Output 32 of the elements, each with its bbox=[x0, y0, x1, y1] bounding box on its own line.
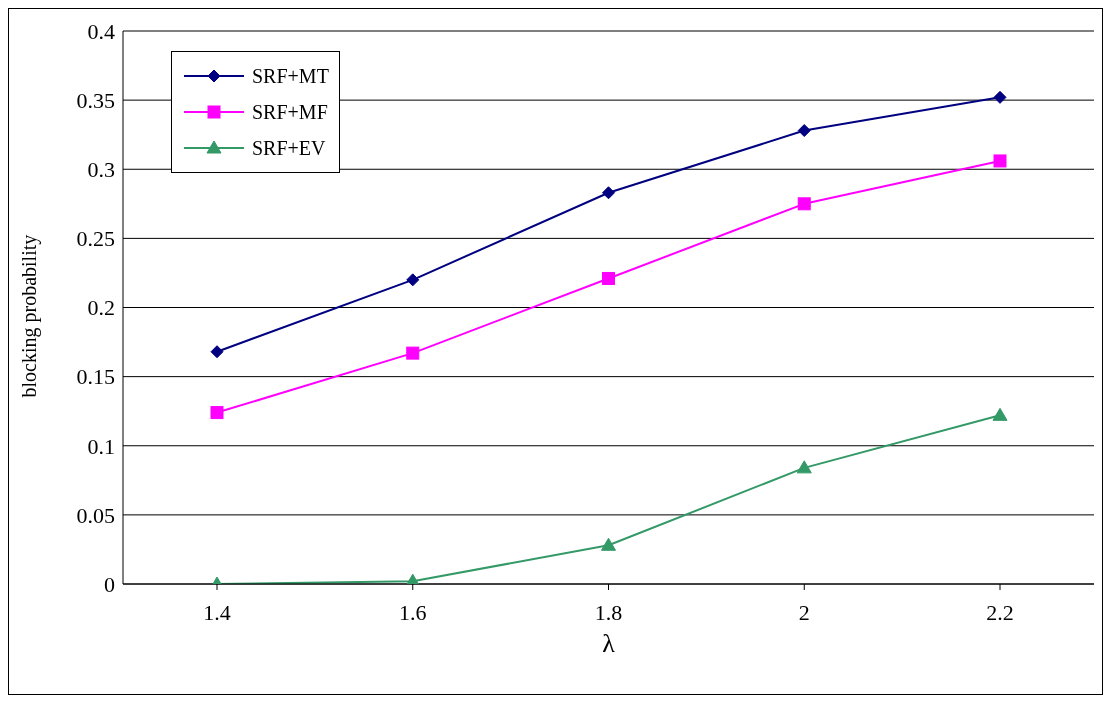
y-tick-label: 0.3 bbox=[87, 157, 115, 183]
point bbox=[210, 406, 224, 420]
point bbox=[796, 460, 812, 474]
point bbox=[210, 345, 224, 359]
point bbox=[992, 407, 1008, 421]
x-tick-label: 2 bbox=[798, 599, 810, 625]
point bbox=[993, 90, 1007, 104]
y-tick-label: 0.25 bbox=[76, 226, 115, 252]
x-tick-label: 1.8 bbox=[594, 599, 623, 625]
point bbox=[993, 154, 1007, 168]
legend-label: SRF+MF bbox=[252, 100, 328, 124]
point bbox=[602, 186, 615, 200]
y-tick-label: 0.4 bbox=[87, 18, 115, 44]
point bbox=[406, 273, 420, 287]
x-tick-label: 1.6 bbox=[399, 599, 427, 625]
y-tick-label: 0.05 bbox=[76, 502, 115, 528]
x-tick-label: 1.4 bbox=[203, 599, 231, 625]
x-axis-title: λ bbox=[602, 629, 616, 658]
y-tick-label: 0.1 bbox=[87, 433, 115, 459]
point bbox=[601, 537, 616, 551]
y-tick-label: 0.15 bbox=[76, 364, 115, 390]
y-tick-label: 0 bbox=[104, 571, 115, 597]
y-tick-label: 0.35 bbox=[76, 87, 115, 113]
legend-label: SRF+EV bbox=[252, 136, 326, 160]
y-tick-label: 0.2 bbox=[87, 295, 115, 321]
point bbox=[797, 197, 811, 211]
legend-label: SRF+MT bbox=[252, 64, 329, 88]
point bbox=[406, 346, 420, 360]
x-tick-label: 2.2 bbox=[986, 599, 1014, 625]
point bbox=[797, 124, 811, 138]
point bbox=[602, 271, 615, 285]
y-axis-title: blocking probability bbox=[18, 234, 42, 398]
